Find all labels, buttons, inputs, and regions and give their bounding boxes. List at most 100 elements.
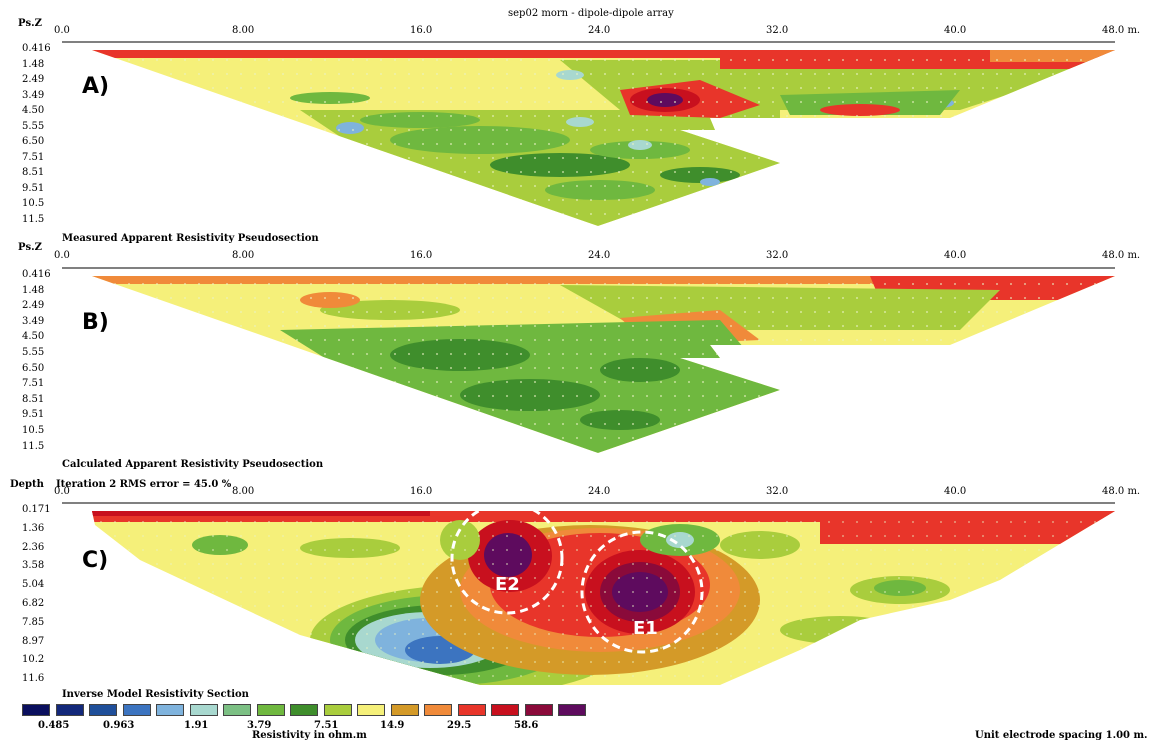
depth-tick-label: 1.48 <box>22 285 45 296</box>
depth-tick-label: 0.171 <box>22 504 51 515</box>
depth-tick-label: 1.48 <box>22 59 45 70</box>
caption-a: Measured Apparent Resistivity Pseudosect… <box>62 233 319 244</box>
x-tick-label: 24.0 <box>588 486 611 497</box>
depth-tick-label: 4.50 <box>22 331 45 342</box>
legend-swatch <box>189 704 218 716</box>
anomaly-e2-outline <box>450 501 564 615</box>
legend-swatch <box>55 704 84 716</box>
axis-label-a: Ps.Z <box>18 18 42 29</box>
panel-c-section <box>92 511 1115 685</box>
x-tick-label: 40.0 <box>944 25 967 36</box>
depth-tick-label: 8.51 <box>22 167 45 178</box>
depth-tick-label: 9.51 <box>22 409 45 420</box>
depth-tick-label: 7.85 <box>22 617 45 628</box>
x-tick-label: 0.0 <box>54 486 70 497</box>
legend-label: 0.485 <box>38 720 70 731</box>
legend-swatch <box>524 704 553 716</box>
legend-swatch <box>457 704 486 716</box>
legend-swatch <box>22 704 50 716</box>
x-tick-label: 48.0 m. <box>1102 486 1141 497</box>
chart-title: sep02 morn - dipole-dipole array <box>508 8 674 19</box>
depth-tick-label: 0.416 <box>22 269 51 280</box>
legend-label: 58.6 <box>514 720 539 731</box>
depth-tick-label: 8.51 <box>22 394 45 405</box>
panel-letter-c: C) <box>82 548 109 573</box>
x-tick-label: 8.00 <box>232 250 255 261</box>
depth-tick-label: 4.50 <box>22 105 45 116</box>
legend-swatch <box>491 704 519 716</box>
caption-b: Calculated Apparent Resistivity Pseudose… <box>62 459 324 470</box>
caption-c: Inverse Model Resistivity Section <box>62 689 249 700</box>
axis-lines <box>62 41 1115 504</box>
legend-swatch <box>323 704 352 716</box>
legend-label: 0.963 <box>103 720 135 731</box>
x-tick-label: 32.0 <box>766 25 789 36</box>
legend-swatch <box>156 704 184 716</box>
legend-swatch <box>223 704 251 716</box>
legend-swatch <box>558 704 586 716</box>
legend-label: 7.51 <box>314 720 339 731</box>
depth-tick-label: 3.49 <box>22 316 45 327</box>
x-tick-label: 48.0 m. <box>1102 25 1141 36</box>
depth-tick-label: 11.5 <box>22 214 45 225</box>
legend-swatch <box>89 704 117 716</box>
depth-tick-label: 11.5 <box>22 441 45 452</box>
legend-swatch <box>122 704 151 716</box>
anomaly-e1-outline <box>580 530 704 654</box>
x-tick-label: 32.0 <box>766 486 789 497</box>
x-tick-label: 16.0 <box>410 486 433 497</box>
x-tick-label: 48.0 m. <box>1102 250 1141 261</box>
depth-tick-label: 0.416 <box>22 43 51 54</box>
depth-tick-label: 2.36 <box>22 542 45 553</box>
anomaly-label-e1: E1 <box>633 618 658 639</box>
depth-tick-label: 5.04 <box>22 579 45 590</box>
depth-tick-label: 5.55 <box>22 121 45 132</box>
x-tick-label: 16.0 <box>410 25 433 36</box>
panel-letter-a: A) <box>82 74 110 99</box>
legend-label: 3.79 <box>247 720 272 731</box>
panel-letter-b: B) <box>82 310 109 335</box>
depth-tick-label: 6.82 <box>22 598 45 609</box>
x-tick-label: 40.0 <box>944 486 967 497</box>
iteration-header: Iteration 2 RMS error = 45.0 % <box>56 479 232 490</box>
depth-tick-label: 3.49 <box>22 90 45 101</box>
x-tick-label: 24.0 <box>588 250 611 261</box>
depth-tick-label: 10.5 <box>22 425 45 436</box>
legend-label: 29.5 <box>447 720 472 731</box>
x-tick-label: 40.0 <box>944 250 967 261</box>
legend-title: Resistivity in ohm.m <box>252 730 367 741</box>
x-tick-label: 24.0 <box>588 25 611 36</box>
x-tick-label: 16.0 <box>410 250 433 261</box>
depth-tick-label: 6.50 <box>22 136 45 147</box>
depth-tick-label: 7.51 <box>22 152 45 163</box>
legend-swatch <box>290 704 318 716</box>
legend-swatch <box>256 704 285 716</box>
depth-tick-label: 7.51 <box>22 378 45 389</box>
x-tick-label: 0.0 <box>54 250 70 261</box>
x-tick-label: 0.0 <box>54 25 70 36</box>
depth-tick-label: 10.5 <box>22 198 45 209</box>
depth-tick-label: 10.2 <box>22 654 45 665</box>
x-tick-label: 8.00 <box>232 25 255 36</box>
depth-tick-label: 9.51 <box>22 183 45 194</box>
anomaly-label-e2: E2 <box>495 574 520 595</box>
depth-tick-label: 8.97 <box>22 636 45 647</box>
depth-tick-label: 3.58 <box>22 560 45 571</box>
x-tick-label: 32.0 <box>766 250 789 261</box>
legend-swatch <box>424 704 452 716</box>
depth-tick-label: 2.49 <box>22 300 45 311</box>
panel-b-section <box>92 276 1115 453</box>
panel-a-section <box>92 50 1115 226</box>
depth-tick-label: 2.49 <box>22 74 45 85</box>
depth-tick-label: 11.6 <box>22 673 45 684</box>
depth-tick-label: 1.36 <box>22 523 45 534</box>
depth-tick-label: 5.55 <box>22 347 45 358</box>
legend-swatch <box>357 704 385 716</box>
depth-tick-label: 6.50 <box>22 363 45 374</box>
axis-label-b: Ps.Z <box>18 242 42 253</box>
axis-label-c: Depth <box>10 479 44 490</box>
x-tick-label: 8.00 <box>232 486 255 497</box>
electrode-spacing-note: Unit electrode spacing 1.00 m. <box>975 730 1148 741</box>
legend-swatch <box>390 704 419 716</box>
